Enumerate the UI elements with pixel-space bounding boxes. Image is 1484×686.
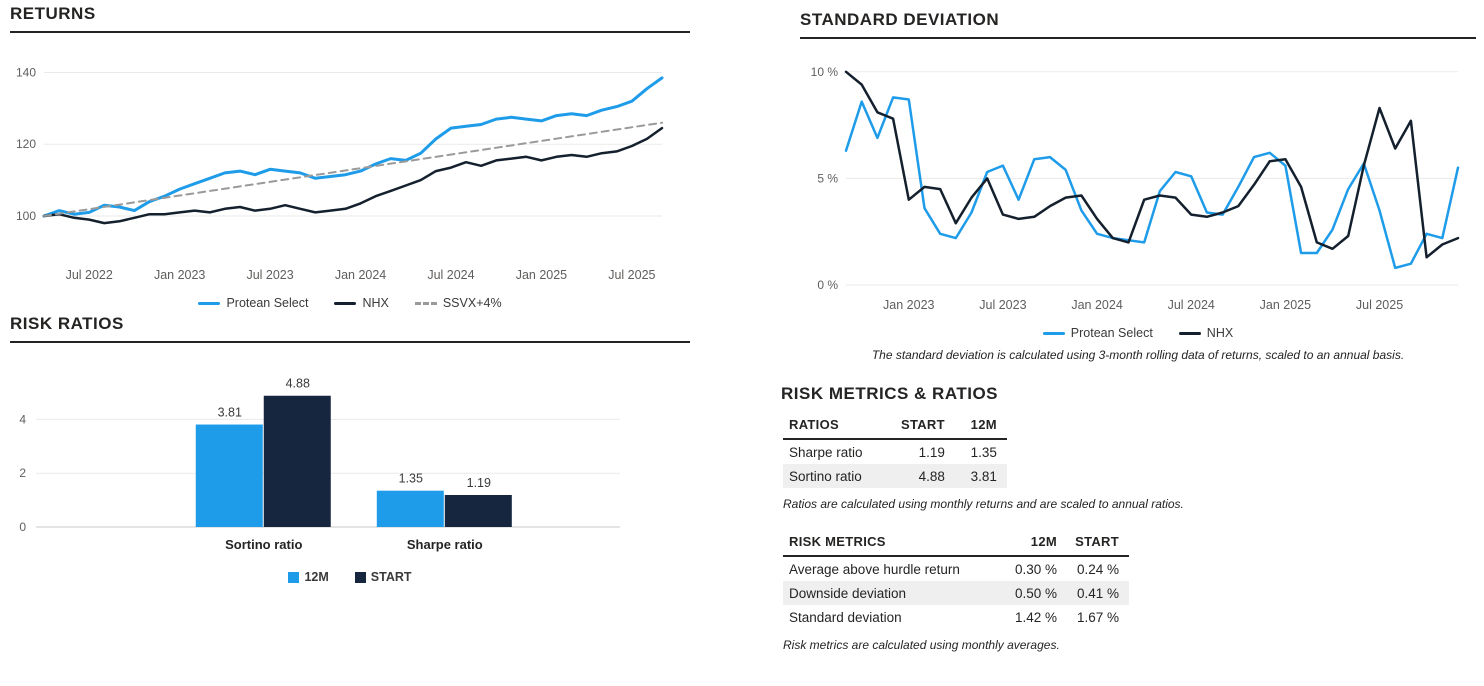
risk-metrics-header-start: START [1067,531,1129,557]
nhx-line-swatch [1178,331,1201,335]
cell-stddev-start: 1.67 % [1076,609,1119,625]
svg-text:5 %: 5 % [817,171,838,185]
risk-metrics-header-name: RISK METRICS [783,531,1005,557]
risk-ratios-title: RISK RATIOS [10,312,690,343]
ratios-table-header-row: RATIOS START 12M [783,414,1007,440]
legend-label-protean-select-std: Protean Select [1070,326,1153,340]
12m-square-swatch [288,571,300,583]
ssvx-dashed-line-swatch [414,301,437,305]
returns-legend: Protean Select NHX SSVX+4% [10,296,690,310]
ratios-caption: Ratios are calculated using monthly retu… [783,497,1184,511]
risk-metrics-table: RISK METRICS 12M START Average above hur… [783,531,1129,629]
protean-select-line-swatch [198,301,221,305]
standard-deviation-section: STANDARD DEVIATION 0 % 5 % 10 % Jan 2023 Jul… [800,8,1476,362]
ratios-table: RATIOS START 12M Sharpe ratio 1.19 1.35 … [783,414,1007,488]
cell-sortino-12m: 3.81 [970,468,997,484]
svg-text:Jul 2025: Jul 2025 [608,268,655,282]
risk-ratios-section: RISK RATIOS 0 2 4 3.81 4.88 Sortino ratio 1.35… [10,312,690,584]
legend-item-12m[interactable]: 12M [288,570,329,584]
risk-metrics-header-12m: 12M [1005,531,1067,557]
svg-text:Jul 2024: Jul 2024 [1168,298,1215,312]
svg-text:3.81: 3.81 [218,406,242,420]
cell-downside-label: Downside deviation [789,585,907,601]
table-row-avg-hurdle: Average above hurdle return 0.30 % 0.24 … [783,556,1129,581]
cell-sharpe-12m: 1.35 [970,444,997,460]
legend-label-ssvx: SSVX+4% [442,296,502,310]
svg-text:Sharpe ratio: Sharpe ratio [407,537,483,552]
svg-text:1.35: 1.35 [399,472,423,486]
standard-deviation-caption: The standard deviation is calculated usi… [871,348,1405,362]
cell-stddev-label: Standard deviation [789,609,902,625]
cell-sharpe-label: Sharpe ratio [789,444,863,460]
legend-label-nhx: NHX [362,296,389,310]
cell-downside-start: 0.41 % [1076,585,1119,601]
svg-text:0: 0 [19,520,26,534]
returns-line-chart: 100 120 140 Jul 2022 Jan 2023 Jul 2023 Jan 202… [16,66,664,282]
svg-text:Jul 2023: Jul 2023 [246,268,293,282]
cell-stddev-12m: 1.42 % [1014,609,1057,625]
table-row-downside-dev: Downside deviation 0.50 % 0.41 % [783,581,1129,605]
legend-item-start[interactable]: START [354,570,412,584]
risk-ratios-legend: 12M START [10,570,690,584]
cell-sharpe-start: 1.19 [918,444,945,460]
svg-text:2: 2 [19,466,26,480]
svg-text:1.19: 1.19 [467,476,491,490]
standard-deviation-title: STANDARD DEVIATION [800,8,1476,39]
legend-label-nhx-std: NHX [1206,326,1234,340]
table-row-std-dev: Standard deviation 1.42 % 1.67 % [783,605,1129,629]
risk-ratios-bar-chart: 0 2 4 3.81 4.88 Sortino ratio 1.35 1.19 Sharpe r… [19,377,620,552]
standard-deviation-line-chart: 0 % 5 % 10 % Jan 2023 Jul 2023 Jan 2024 Jul 20… [811,65,1460,312]
svg-text:4.88: 4.88 [286,377,310,391]
legend-label-12m: 12M [304,570,329,584]
legend-item-nhx-std[interactable]: NHX [1178,326,1234,340]
svg-text:Jan 2025: Jan 2025 [1260,298,1311,312]
legend-label-start: START [370,570,412,584]
svg-text:0 %: 0 % [817,278,838,292]
risk-metrics-caption: Risk metrics are calculated using monthl… [783,638,1060,652]
svg-text:100: 100 [16,209,36,223]
legend-item-ssvx[interactable]: SSVX+4% [414,296,502,310]
svg-text:10 %: 10 % [811,65,839,79]
cell-sortino-start: 4.88 [918,468,945,484]
svg-text:Jul 2025: Jul 2025 [1356,298,1403,312]
svg-text:Jul 2023: Jul 2023 [979,298,1026,312]
legend-item-nhx[interactable]: NHX [334,296,389,310]
cell-sortino-label: Sortino ratio [789,468,862,484]
svg-text:Jan 2025: Jan 2025 [516,268,567,282]
cell-avg-hurdle-start: 0.24 % [1076,561,1119,577]
returns-title: RETURNS [10,2,690,33]
cell-avg-hurdle-label: Average above hurdle return [789,561,960,577]
svg-text:4: 4 [19,412,26,426]
risk-metrics-ratios-title: RISK METRICS & RATIOS [781,384,999,403]
cell-avg-hurdle-12m: 0.30 % [1014,561,1057,577]
svg-text:120: 120 [16,137,36,151]
standard-deviation-legend: Protean Select NHX [800,326,1476,340]
legend-item-protean-select-std[interactable]: Protean Select [1042,326,1153,340]
svg-text:Jan 2023: Jan 2023 [883,298,934,312]
returns-section: RETURNS 100 120 140 Jul 2022 Jan 2023 Jul 202… [10,2,690,310]
svg-text:140: 140 [16,66,36,80]
svg-text:Jan 2024: Jan 2024 [335,268,386,282]
table-row-sortino: Sortino ratio 4.88 3.81 [783,464,1007,488]
protean-select-line-swatch [1042,331,1065,335]
cell-downside-12m: 0.50 % [1014,585,1057,601]
ratios-header-start: START [895,414,955,440]
risk-metrics-ratios-section: RISK METRICS & RATIOS RATIOS START 12M S… [781,384,1221,652]
legend-label-protean-select: Protean Select [226,296,309,310]
legend-item-protean-select[interactable]: Protean Select [198,296,308,310]
nhx-line-swatch [334,301,357,305]
ratios-header-12m: 12M [954,414,1007,440]
svg-text:Jan 2024: Jan 2024 [1071,298,1122,312]
svg-text:Sortino ratio: Sortino ratio [225,537,302,552]
ratios-header-name: RATIOS [783,414,895,440]
svg-text:Jul 2024: Jul 2024 [427,268,474,282]
svg-text:Jul 2022: Jul 2022 [66,268,113,282]
svg-text:Jan 2023: Jan 2023 [154,268,205,282]
risk-metrics-header-row: RISK METRICS 12M START [783,531,1129,557]
start-square-swatch [354,571,366,583]
table-row-sharpe: Sharpe ratio 1.19 1.35 [783,439,1007,464]
